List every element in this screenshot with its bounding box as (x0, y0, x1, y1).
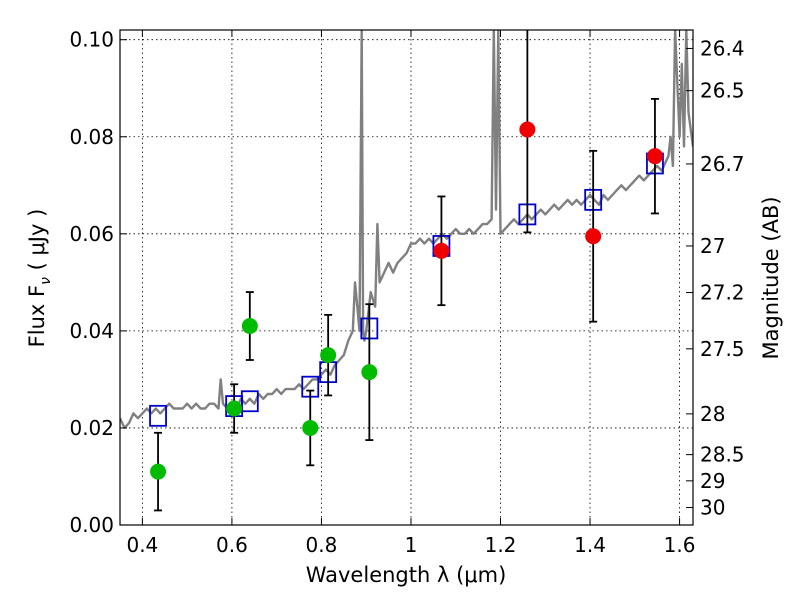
magnitude-tick-label: 28.5 (700, 443, 745, 467)
spectrum-line (120, 30, 693, 430)
model-square-marker (240, 390, 259, 413)
red-point-marker (585, 228, 602, 245)
green-point-marker (150, 463, 167, 480)
magnitude-tick-label: 26.7 (700, 152, 745, 176)
x-tick-label: 1.4 (574, 533, 606, 557)
y-axis-label: Flux Fν ( μJy ) (25, 209, 54, 348)
magnitude-tick-label: 29 (700, 469, 725, 493)
y-axis-ticks: 0.00 0.02 0.04 0.06 0.08 0.10 (69, 28, 127, 537)
x-tick-label: 1 (405, 533, 418, 557)
green-point-marker (302, 419, 319, 436)
red-point-marker (646, 148, 663, 165)
x-tick-label: 1.2 (485, 533, 517, 557)
magnitude-tick-label: 26.4 (700, 36, 745, 60)
magnitude-axis-ticks: 26.4 26.5 26.7 27 27.2 27.5 28 28.529 30 (686, 36, 745, 520)
green-point-marker (226, 400, 243, 417)
y-tick-label: 0.10 (69, 28, 114, 52)
y-tick-label: 0.08 (69, 125, 114, 149)
plot-frame (119, 29, 694, 526)
y-axis-label-subscript: ν (38, 277, 54, 285)
y-tick-label: 0.02 (69, 416, 114, 440)
x-tick-label: 0.6 (216, 533, 248, 557)
model-square-marker (149, 404, 167, 427)
gridlines (120, 30, 693, 526)
magnitude-tick-label: 27.2 (700, 281, 745, 305)
x-tick-label: 0.8 (306, 533, 338, 557)
green-point-marker (320, 347, 337, 364)
y-axis-label-main: Flux F (25, 285, 49, 347)
y-axis-label-unit: ( μJy ) (25, 209, 49, 277)
green-point-marker (241, 318, 258, 335)
x-axis-label: Wavelength λ (μm) (306, 563, 507, 587)
red-point-marker (433, 242, 450, 259)
y-tick-label: 0.06 (69, 222, 114, 246)
green-point-marker (361, 364, 378, 381)
magnitude-tick-label: 28 (700, 402, 725, 426)
x-tick-label: 1.6 (664, 533, 696, 557)
magnitude-axis-label: Magnitude (AB) (759, 196, 783, 359)
magnitude-tick-label: 27 (700, 234, 725, 258)
magnitude-tick-label: 26.5 (700, 79, 745, 103)
magnitude-tick-label: 30 (700, 496, 725, 520)
x-tick-label: 0.4 (126, 533, 158, 557)
y-tick-label: 0.04 (69, 319, 114, 343)
series-layer (120, 30, 693, 512)
y-tick-label: 0.00 (69, 513, 114, 537)
x-axis-ticks: 0.4 0.6 0.8 1 1.2 1.4 1.6 (126, 30, 695, 557)
red-point-marker (519, 121, 536, 138)
magnitude-tick-label: 27.5 (700, 337, 745, 361)
